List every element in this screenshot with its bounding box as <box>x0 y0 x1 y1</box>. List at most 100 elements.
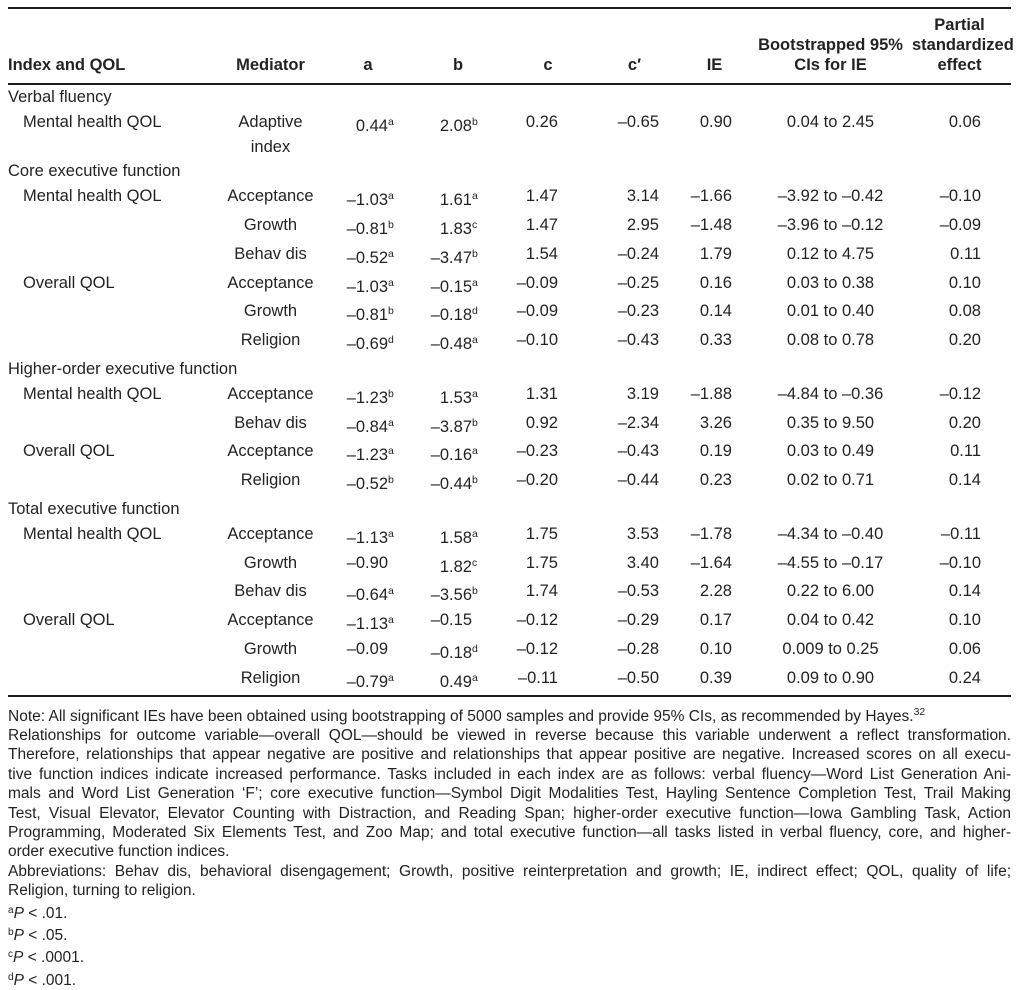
note-line: mals and Word List Generation ‘F’; core … <box>8 784 1011 803</box>
c-cell: –0.12 <box>503 608 593 637</box>
c-cell: –0.20 <box>503 468 593 497</box>
ci-cell: 0.03 to 0.38 <box>786 273 875 292</box>
ie-cell: 0.19 <box>676 439 753 468</box>
table-row: Behav dis –0.64a –3.56b 1.74 –0.53 2.28 0.22 t… <box>8 579 1011 608</box>
a-cell: –1.03a <box>323 271 413 300</box>
value-text: –0.84 <box>346 417 388 436</box>
value-text: –0.18 <box>430 306 472 325</box>
c-cell: –0.10 <box>503 328 593 357</box>
value-text: –1.48 <box>690 215 732 234</box>
header-cell-ie: IE <box>676 8 753 85</box>
a-cell: 0.44a <box>323 110 413 160</box>
b-cell: 1.61a <box>413 184 503 213</box>
pse-cell: 0.10 <box>948 273 981 292</box>
ci-cell: 0.04 to 0.42 <box>786 611 875 630</box>
mediator-cell: Behav dis <box>234 244 307 263</box>
qol-cell: Overall QOL <box>23 442 115 461</box>
significance-superscript: d <box>472 305 478 318</box>
b-cell: 1.53a <box>413 382 503 411</box>
qol-cell: Mental health QOL <box>23 524 162 543</box>
value-text: –0.15 <box>430 277 472 296</box>
value-text: 0.26 <box>525 112 558 131</box>
value-text: –0.50 <box>617 668 659 687</box>
c-cell: 1.31 <box>503 382 593 411</box>
value-text: –0.79 <box>346 672 388 691</box>
ie-cell: 0.14 <box>676 299 753 328</box>
value-text: –0.28 <box>617 639 659 658</box>
value-text: 1.31 <box>525 384 558 403</box>
significance-superscript: a <box>472 387 478 400</box>
value-text: –0.16 <box>430 446 472 465</box>
table-row: Behav dis –0.52a –3.47b 1.54 –0.24 1.79 0.12 t… <box>8 242 1011 271</box>
mediator-cell: Religion <box>218 665 323 697</box>
qol-cell: Mental health QOL <box>23 112 162 131</box>
value-text: –0.23 <box>516 442 558 461</box>
significance-superscript: a <box>388 276 394 289</box>
b-cell: –3.47b <box>413 242 503 271</box>
value-text: –0.81 <box>346 306 388 325</box>
a-cell: –1.23a <box>323 439 413 468</box>
footnote-text: < .001. <box>23 971 77 989</box>
mediator-cell: Acceptance <box>227 187 314 206</box>
footnote-line: bP < .05. <box>8 923 1011 945</box>
qol-cell <box>8 468 218 497</box>
ie-cell: –1.64 <box>676 551 753 580</box>
header-cell-c: c <box>503 8 593 85</box>
significance-superscript: a <box>388 614 394 627</box>
c-cell: –0.09 <box>503 271 593 300</box>
ie-cell: 0.90 <box>676 110 753 160</box>
table-row: Growth –0.90 1.82c 1.75 3.40 –1.64 –4.55 to –0… <box>8 551 1011 580</box>
footnote-superscript: a <box>8 904 14 916</box>
value-text: 0.90 <box>699 112 732 131</box>
section-label-cell: Core executive function <box>8 162 181 181</box>
cp-cell: 3.14 <box>593 184 676 213</box>
ie-cell: 3.26 <box>676 411 753 440</box>
c-cell: 1.47 <box>503 184 593 213</box>
header-cell-med: Mediator <box>218 8 323 85</box>
value-text: –1.23 <box>346 446 388 465</box>
qol-cell <box>8 213 218 242</box>
value-text: –0.48 <box>430 335 472 354</box>
value-text: 2.08 <box>439 116 472 135</box>
pse-cell: 0.11 <box>950 442 981 461</box>
table-row: Behav dis –0.84a –3.87b 0.92 –2.34 3.26 0.35 t… <box>8 411 1011 440</box>
value-text: –0.24 <box>617 244 659 263</box>
table-row: Religion –0.79a 0.49a –0.11 –0.50 0.39 0.09 to… <box>8 665 1011 697</box>
b-cell: –0.18d <box>413 637 503 666</box>
significance-superscript: b <box>472 416 478 429</box>
p-value-symbol: P <box>13 971 24 989</box>
note-text: Test, Visual Elevator, Elevator Counting… <box>8 804 1011 822</box>
value-text: 1.79 <box>699 244 732 263</box>
note-text: tive function indices indicate increased… <box>8 765 1011 783</box>
a-cell: –1.13a <box>323 522 413 551</box>
value-text: –0.52 <box>346 475 388 494</box>
value-text: 1.82 <box>439 557 472 576</box>
table-row: Mental health QOL Acceptance –1.23b 1.53a 1.… <box>8 382 1011 411</box>
reference-superscript: 32 <box>913 705 926 718</box>
a-cell: –0.52b <box>323 468 413 497</box>
value-text: 3.53 <box>626 524 659 543</box>
ci-cell: –3.96 to –0.12 <box>777 215 884 234</box>
cp-cell: –0.25 <box>593 271 676 300</box>
significance-superscript: a <box>388 527 394 540</box>
value-text: 0.16 <box>699 273 732 292</box>
b-cell: –0.15 <box>413 608 503 637</box>
c-cell: 1.54 <box>503 242 593 271</box>
b-cell: –3.87b <box>413 411 503 440</box>
cp-cell: 3.40 <box>593 551 676 580</box>
value-text: –1.03 <box>346 277 388 296</box>
table-row: Overall QOL Acceptance –1.13a –0.15 –0.12 –0.… <box>8 608 1011 637</box>
note-line: Programming, Moderated Six Elements Test… <box>8 823 1011 842</box>
significance-superscript: a <box>472 334 478 347</box>
mediator-cell: Acceptance <box>227 273 314 292</box>
value-text: 2.95 <box>626 215 659 234</box>
cp-cell: –2.34 <box>593 411 676 440</box>
section-row: Verbal fluency <box>8 84 1011 110</box>
table-notes: Note: All significant IEs have been obta… <box>8 697 1011 990</box>
value-text: –1.78 <box>690 524 732 543</box>
a-cell: –0.84a <box>323 411 413 440</box>
value-text: –3.56 <box>430 586 472 605</box>
value-text: –0.44 <box>430 475 472 494</box>
section-row: Total executive function <box>8 497 1011 522</box>
cp-cell: 2.95 <box>593 213 676 242</box>
